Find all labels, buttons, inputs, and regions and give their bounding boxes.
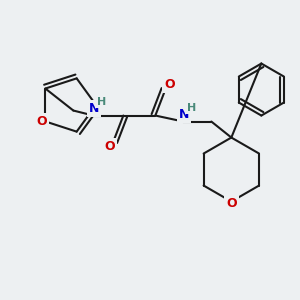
Text: O: O [36, 115, 47, 128]
Text: H: H [97, 97, 106, 106]
Text: H: H [187, 103, 196, 112]
Text: N: N [89, 102, 100, 115]
Text: O: O [104, 140, 115, 153]
Text: N: N [179, 108, 190, 121]
Text: O: O [226, 197, 237, 210]
Text: O: O [164, 78, 175, 91]
